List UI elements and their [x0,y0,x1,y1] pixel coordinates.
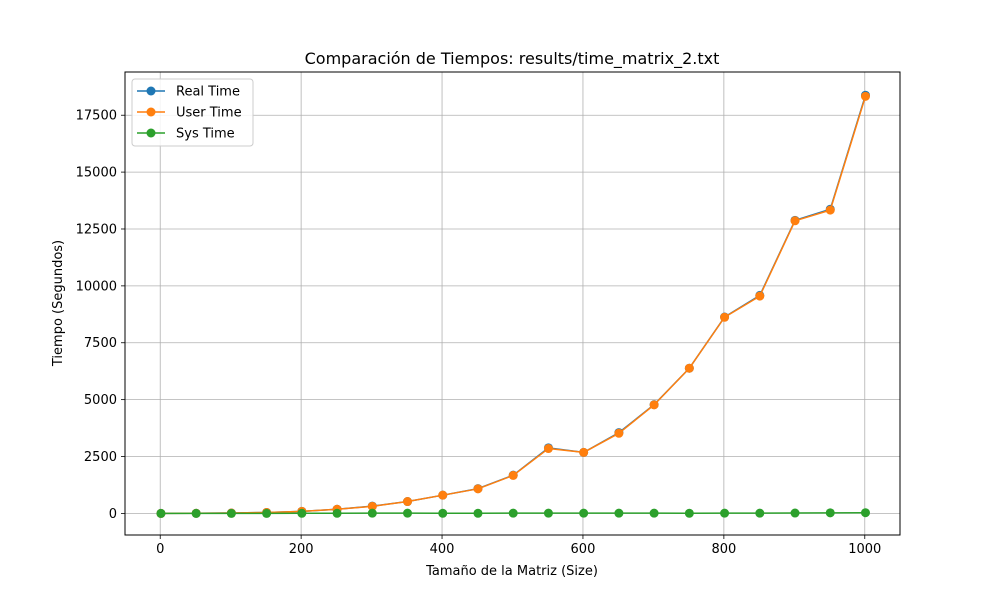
axes: 0 200 400 600 800 100002500500075001000012500… [76,109,882,557]
legend-item-sys-time: Sys Time [137,127,235,142]
data-point-user-time [720,312,730,322]
legend-marker-user-time [146,107,156,117]
data-point-sys-time [508,508,518,518]
legend-marker-real-time [146,86,156,96]
legend-label-sys-time: Sys Time [176,127,235,142]
chart-title: Comparación de Tiempos: results/time_mat… [305,49,720,69]
y-tick-label-12500: 12500 [76,222,117,237]
x-tick-label-0: 0 [156,542,164,557]
data-point-user-time [755,291,765,301]
data-point-user-time [684,363,694,373]
y-tick-label-0: 0 [109,507,117,522]
data-point-sys-time [262,508,272,518]
data-point-sys-time [191,508,201,518]
x-tick-label-400: 400 [430,542,455,557]
series-line-user-time [160,96,867,515]
data-point-sys-time [438,508,448,518]
data-point-user-time [367,501,377,511]
data-point-sys-time [579,508,589,518]
y-tick-label-10000: 10000 [76,279,117,294]
data-point-sys-time [367,508,377,518]
data-point-sys-time [860,508,870,518]
legend: Real Time User Time Sys Time [131,78,254,147]
data-point-sys-time [755,508,765,518]
y-tick-label-17500: 17500 [76,109,117,124]
plot-area-frame [124,71,901,536]
legend-item-user-time: User Time [137,106,242,121]
y-tick-label-2500: 2500 [84,450,117,465]
data-point-sys-time [297,508,307,518]
x-tick-label-200: 200 [289,542,314,557]
data-point-sys-time [649,508,659,518]
x-axis-label: Tamaño de la Matriz (Size) [425,564,598,579]
data-point-sys-time [473,508,483,518]
data-point-sys-time [790,508,800,518]
legend-label-user-time: User Time [176,106,242,121]
data-point-user-time [403,497,413,507]
data-point-user-time [614,428,624,438]
data-point-sys-time [332,508,342,518]
data-point-user-time [543,444,553,454]
data-point-user-time [790,216,800,226]
y-axis-label: Tiempo (Segundos) [51,240,66,367]
x-tick-label-800: 800 [711,542,736,557]
data-point-sys-time [226,508,236,518]
data-point-user-time [860,91,870,101]
y-tick-label-15000: 15000 [76,166,117,181]
data-point-sys-time [684,508,694,518]
series-sys-time [156,508,870,518]
grid-lines [125,72,900,535]
data-point-sys-time [543,508,553,518]
data-point-user-time [508,470,518,480]
data-point-sys-time [720,508,730,518]
series-line-real-time [160,94,867,515]
series-real-time [156,90,870,518]
data-point-user-time [579,447,589,457]
legend-box [131,78,254,147]
data-point-sys-time [156,508,166,518]
data-point-sys-time [614,508,624,518]
data-point-user-time [473,484,483,494]
x-tick-label-1000: 1000 [848,542,881,557]
series-user-time [156,91,870,518]
legend-item-real-time: Real Time [137,85,240,100]
data-point-user-time [649,400,659,410]
y-tick-label-5000: 5000 [84,393,117,408]
data-point-sys-time [403,508,413,518]
x-tick-label-600: 600 [571,542,596,557]
data-point-sys-time [825,508,835,518]
legend-marker-sys-time [146,128,156,138]
series-lines [156,90,870,518]
data-point-user-time [438,490,448,500]
y-tick-label-7500: 7500 [84,336,117,351]
legend-label-real-time: Real Time [176,85,240,100]
data-point-user-time [825,205,835,215]
